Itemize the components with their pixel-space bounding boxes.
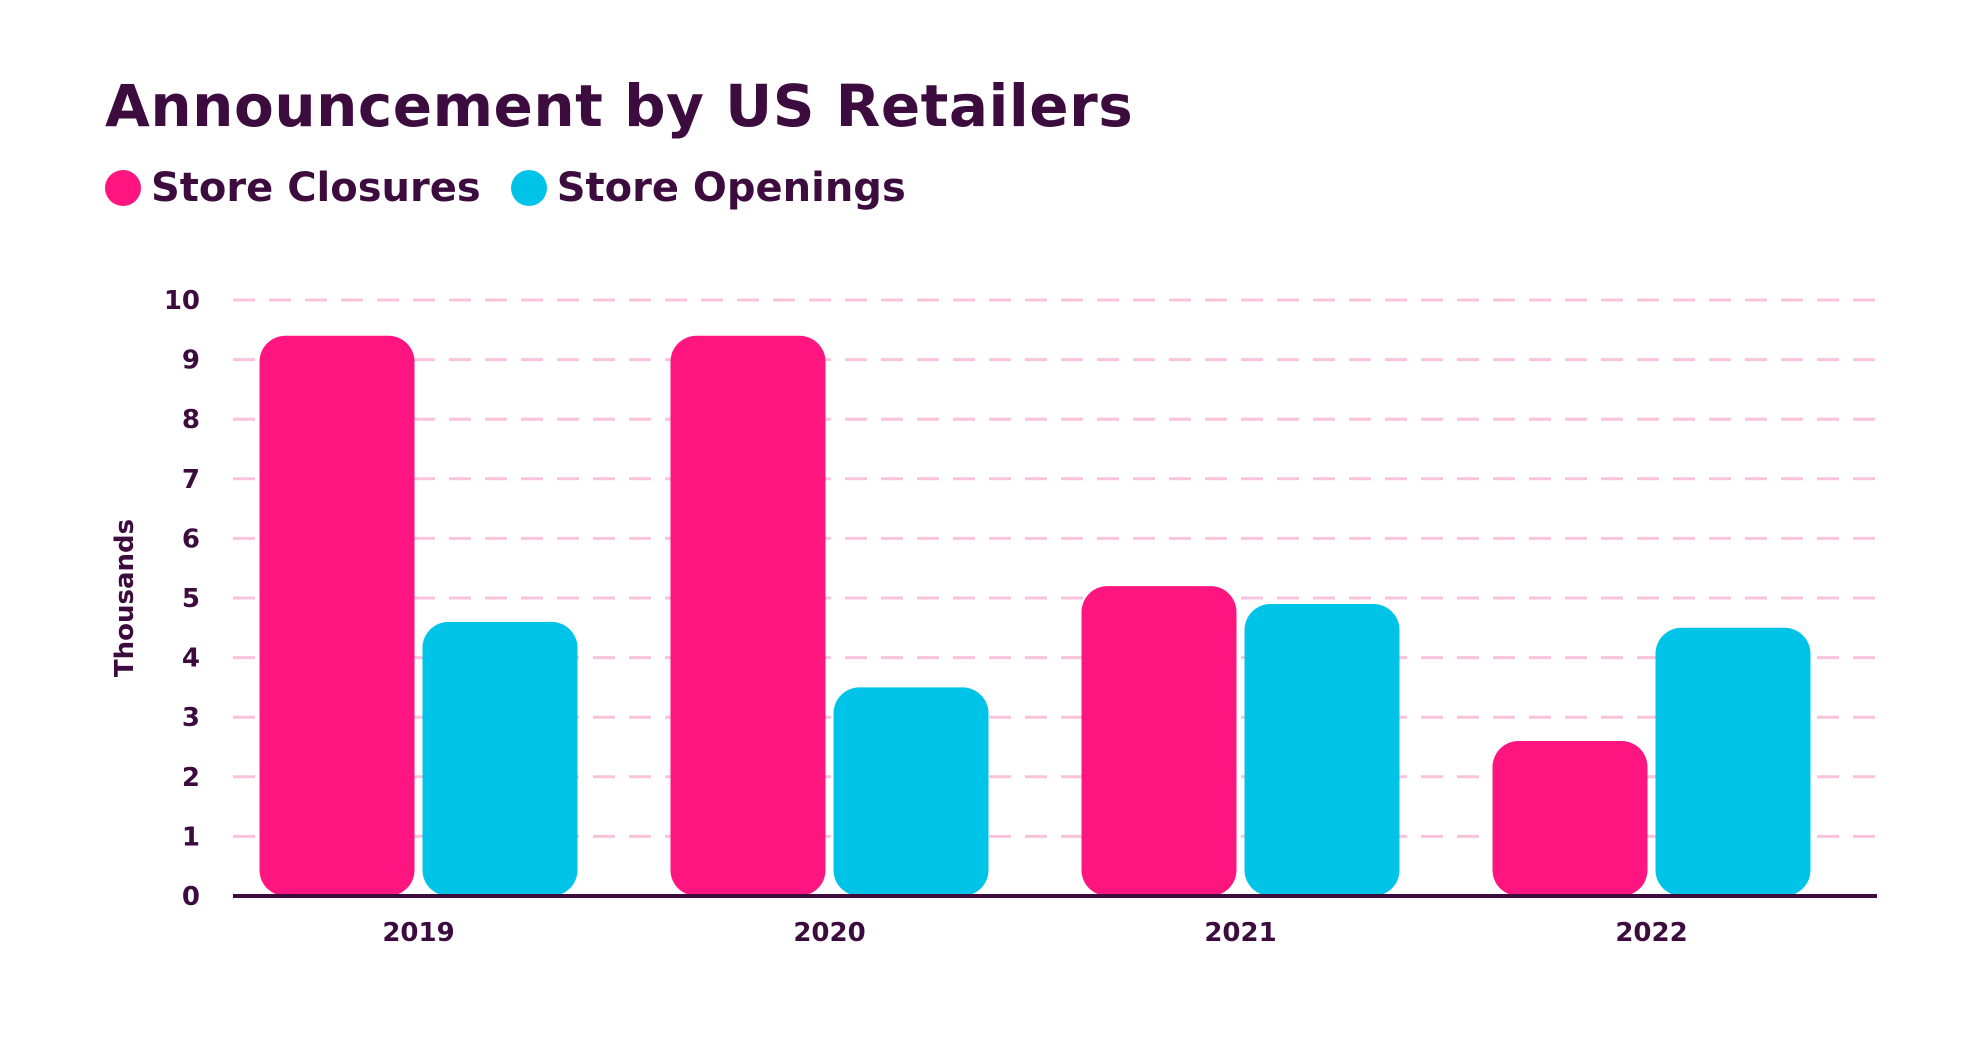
bar-closures-2022 [1492,741,1648,896]
x-tick-label: 2022 [1615,918,1687,948]
bar-closures-2019 [259,335,415,896]
y-axis-label: Thousands [110,519,140,677]
legend-item-openings: Store Openings [510,165,906,211]
legend-swatch-openings [510,170,547,206]
y-tick-label: 0 [182,882,200,912]
y-tick-label: 8 [182,405,200,435]
y-tick-label: 2 [182,763,200,793]
bar-closures-2020 [670,335,826,896]
chart-title: Announcement by US Retailers [105,72,1134,140]
x-tick-label: 2020 [793,918,865,948]
y-tick-label: 4 [182,644,200,674]
y-tick-label: 7 [182,465,200,495]
y-tick-label: 5 [182,584,200,614]
legend-swatch-closures [105,170,141,206]
y-tick-label: 3 [182,703,200,733]
bar-openings-2021 [1244,603,1400,896]
x-tick-label: 2019 [382,918,454,948]
y-tick-label: 9 [182,346,200,376]
legend-label-openings: Store Openings [556,165,906,211]
bar-openings-2022 [1655,627,1811,896]
bar-openings-2020 [833,687,989,896]
legend-label-closures: Store Closures [151,165,481,211]
y-tick-label: 6 [182,524,200,554]
bar-closures-2021 [1081,586,1237,896]
bar-openings-2019 [422,621,578,896]
y-tick-label: 10 [164,286,200,316]
legend-item-closures: Store Closures [105,165,481,211]
y-tick-label: 1 [182,822,200,852]
legend: Store Closures Store Openings [105,165,906,211]
x-tick-label: 2021 [1204,918,1276,948]
